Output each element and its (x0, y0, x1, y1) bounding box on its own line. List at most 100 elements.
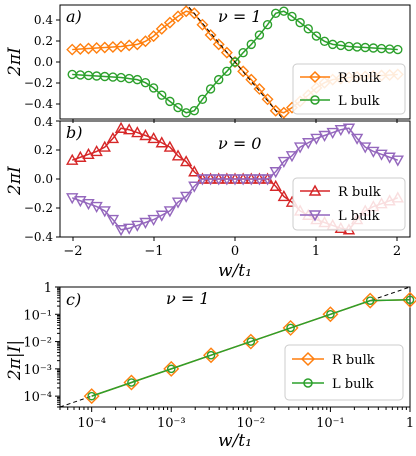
series-r-bulk-point (172, 10, 185, 23)
series-l-bulk-point (66, 193, 79, 205)
xtick-label: −2 (63, 244, 82, 259)
series-r-bulk-point (147, 131, 160, 144)
series-l-bulk-point (405, 295, 415, 305)
xtick-label: 10⁻³ (157, 416, 186, 431)
legend-marker-circle (303, 378, 313, 388)
series-l-bulk-point (82, 198, 95, 211)
series-l-bulk-point (318, 130, 331, 142)
series-l-bulk-point (246, 337, 256, 346)
series-l-bulk-point (326, 127, 339, 140)
series-r-bulk-point (204, 29, 217, 42)
series-r-bulk-point (261, 93, 274, 106)
series-l-bulk-point (147, 214, 160, 227)
series-l-bulk-point (163, 206, 177, 218)
series-l-bulk-point (114, 225, 128, 237)
series-l-bulk-point (311, 31, 322, 41)
panel-b: b) ν = 0 2πI 0.4 0.2 0.0 −0.2 −0.4 −2 −1… (5, 115, 411, 281)
series-r-bulk-point (277, 189, 291, 202)
panel-b-nu: ν = 0 (218, 134, 261, 153)
series-l-bulk-point (131, 220, 144, 232)
series-r-bulk-point (188, 165, 201, 177)
series-r-bulk-point (180, 5, 193, 18)
plot-a-clipped (66, 5, 404, 119)
series-l-bulk-point (197, 94, 208, 105)
legend-marker-diamond (308, 70, 322, 84)
panel-a-ylabel: 2πI (5, 47, 25, 77)
series-r-bulk-point (269, 179, 282, 191)
series-l-bulk-point (287, 11, 297, 22)
series-l-bulk-point (285, 151, 299, 163)
series-r-bulk-point (131, 126, 144, 138)
series-l-bulk-point (261, 174, 274, 186)
series-r-bulk-point (147, 30, 160, 43)
series-l-bulk-point (238, 47, 248, 58)
series-l-bulk-point (365, 296, 375, 305)
xtick-label: 0 (231, 244, 239, 259)
series-l-bulk-point (98, 206, 111, 218)
series-l-bulk-point (132, 74, 143, 85)
series-l-bulk-point (310, 133, 323, 145)
series-l-bulk-point (293, 142, 307, 154)
ytick-label: 10⁻² (23, 336, 52, 351)
series-l-bulk-point (393, 44, 403, 55)
series-r-bulk-point (277, 106, 290, 119)
series-l-bulk-point (326, 309, 335, 319)
series-r-bulk-point (74, 150, 87, 162)
series-l-bulk-point (220, 174, 234, 186)
series-r-bulk-point (163, 140, 177, 152)
series-r-bulk-point (155, 136, 168, 148)
panel-a: a) ν = 1 2πI 0.4 0.2 0.0 −0.2 −0.4 (5, 4, 411, 123)
series-r-bulk-point (155, 22, 168, 35)
series-l-bulk-point (140, 78, 151, 88)
ytick-label: −0.4 (24, 97, 54, 111)
series-l-bulk-line (91, 299, 411, 397)
series-l-bulk-point (173, 102, 183, 113)
series-l-bulk-point (204, 174, 217, 186)
series-l-bulk-point (157, 90, 167, 100)
series-l-bulk-point (350, 133, 364, 145)
panel-c-label: c) (66, 290, 81, 309)
series-l-bulk-point (245, 174, 258, 186)
ytick-label: 0.0 (34, 55, 53, 69)
series-l-bulk-point (253, 174, 266, 186)
series-l-bulk-point (383, 152, 396, 164)
series-l-bulk-point (139, 217, 152, 229)
legend-label-l-bulk: L bulk (338, 209, 380, 224)
series-r-bulk-point (131, 38, 144, 51)
series-l-bulk-point (334, 125, 348, 137)
xtick-label: 10⁻¹ (316, 416, 345, 431)
series-l-bulk-point (165, 96, 175, 107)
series-l-bulk-point (214, 74, 224, 85)
xtick-label: −1 (144, 244, 163, 259)
panel-b-plot (66, 121, 404, 237)
panel-a-yticks: 0.4 0.2 0.0 −0.2 −0.4 (24, 13, 60, 111)
legend-marker-diamond (300, 351, 316, 367)
series-r-bulk-point (253, 82, 266, 95)
ytick-label: −0.2 (24, 201, 53, 215)
ytick-label: 10⁻⁴ (23, 390, 52, 405)
series-r-bulk-point (139, 129, 152, 141)
series-l-bulk-point (212, 174, 225, 186)
series-r-bulk-point (220, 46, 233, 59)
series-l-bulk-point (375, 149, 388, 161)
ytick-label: 0.2 (34, 143, 53, 157)
ytick-label: 0.0 (34, 172, 53, 186)
panel-c-plot (59, 286, 416, 408)
series-l-bulk-point (342, 123, 356, 135)
series-r-bulk-point (188, 7, 201, 20)
series-r-bulk-point (171, 149, 185, 161)
series-l-bulk-point (228, 174, 242, 186)
xtick-label: 1 (312, 244, 320, 259)
ytick-label: 1 (44, 281, 52, 296)
panel-c-ylabel: 2π|I| (5, 340, 25, 381)
series-l-bulk-point (236, 174, 250, 186)
series-r-bulk-point (196, 18, 209, 31)
series-r-bulk-point (139, 35, 152, 48)
series-l-bulk-point (166, 364, 176, 374)
reference-dashed-line (186, 5, 284, 119)
series-l-bulk-point (230, 57, 240, 67)
series-l-bulk-point (188, 181, 201, 193)
series-l-bulk-point (189, 106, 200, 116)
xtick-label: 10⁻⁴ (77, 416, 106, 431)
